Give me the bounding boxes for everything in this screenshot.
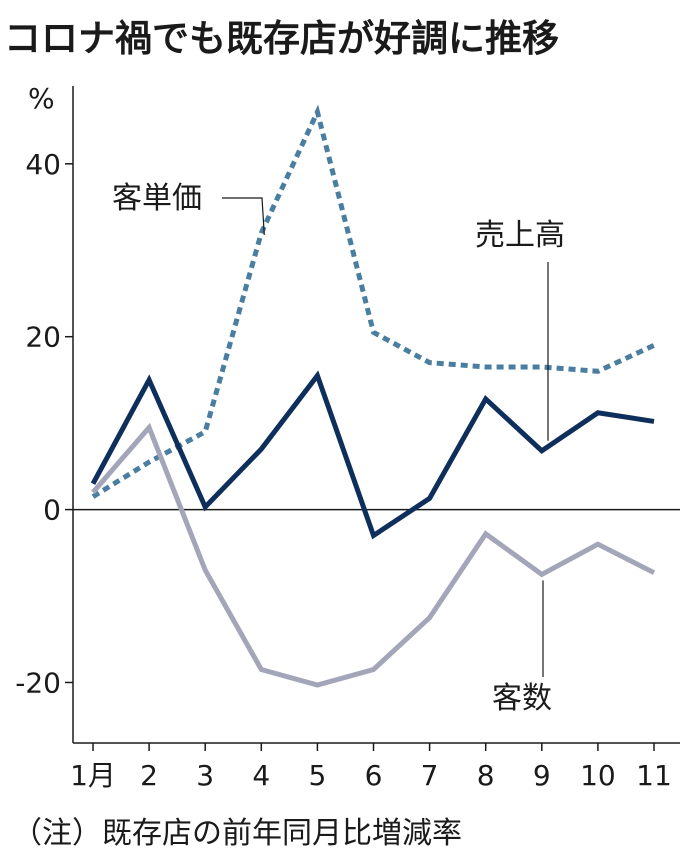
x-tick-label-8: 9: [533, 759, 551, 792]
y-tick-label-0: 0: [43, 494, 61, 527]
x-tick-label-3: 4: [252, 759, 270, 792]
y-tick-label-40: 40: [25, 148, 61, 181]
x-tick-label-6: 7: [421, 759, 439, 792]
x-tick-label-1: 2: [140, 759, 158, 792]
x-tick-label-9: 10: [580, 759, 616, 792]
y-tick-label-20: 20: [25, 321, 61, 354]
x-tick-label-7: 8: [477, 759, 495, 792]
x-tick-label-10: 11: [636, 759, 672, 792]
x-tick-label-4: 5: [308, 759, 326, 792]
x-tick-label-0: 1月: [70, 759, 116, 792]
leader-customer-unit-price: [222, 197, 265, 235]
series-line-1: [90, 370, 655, 540]
label-customer-unit-price: 客単価: [112, 181, 202, 216]
y-axis-unit: %: [28, 82, 55, 115]
chart-title: コロナ禍でも既存店が好調に推移: [4, 17, 559, 60]
y-tick-label--20: -20: [15, 666, 61, 699]
x-tick-label-2: 3: [196, 759, 214, 792]
label-customers: 客数: [492, 681, 552, 716]
footnote: （注）既存店の前年同月比増減率: [12, 816, 462, 851]
x-tick-label-5: 6: [365, 759, 383, 792]
series-line-2: [91, 422, 656, 688]
label-sales: 売上高: [475, 218, 565, 253]
